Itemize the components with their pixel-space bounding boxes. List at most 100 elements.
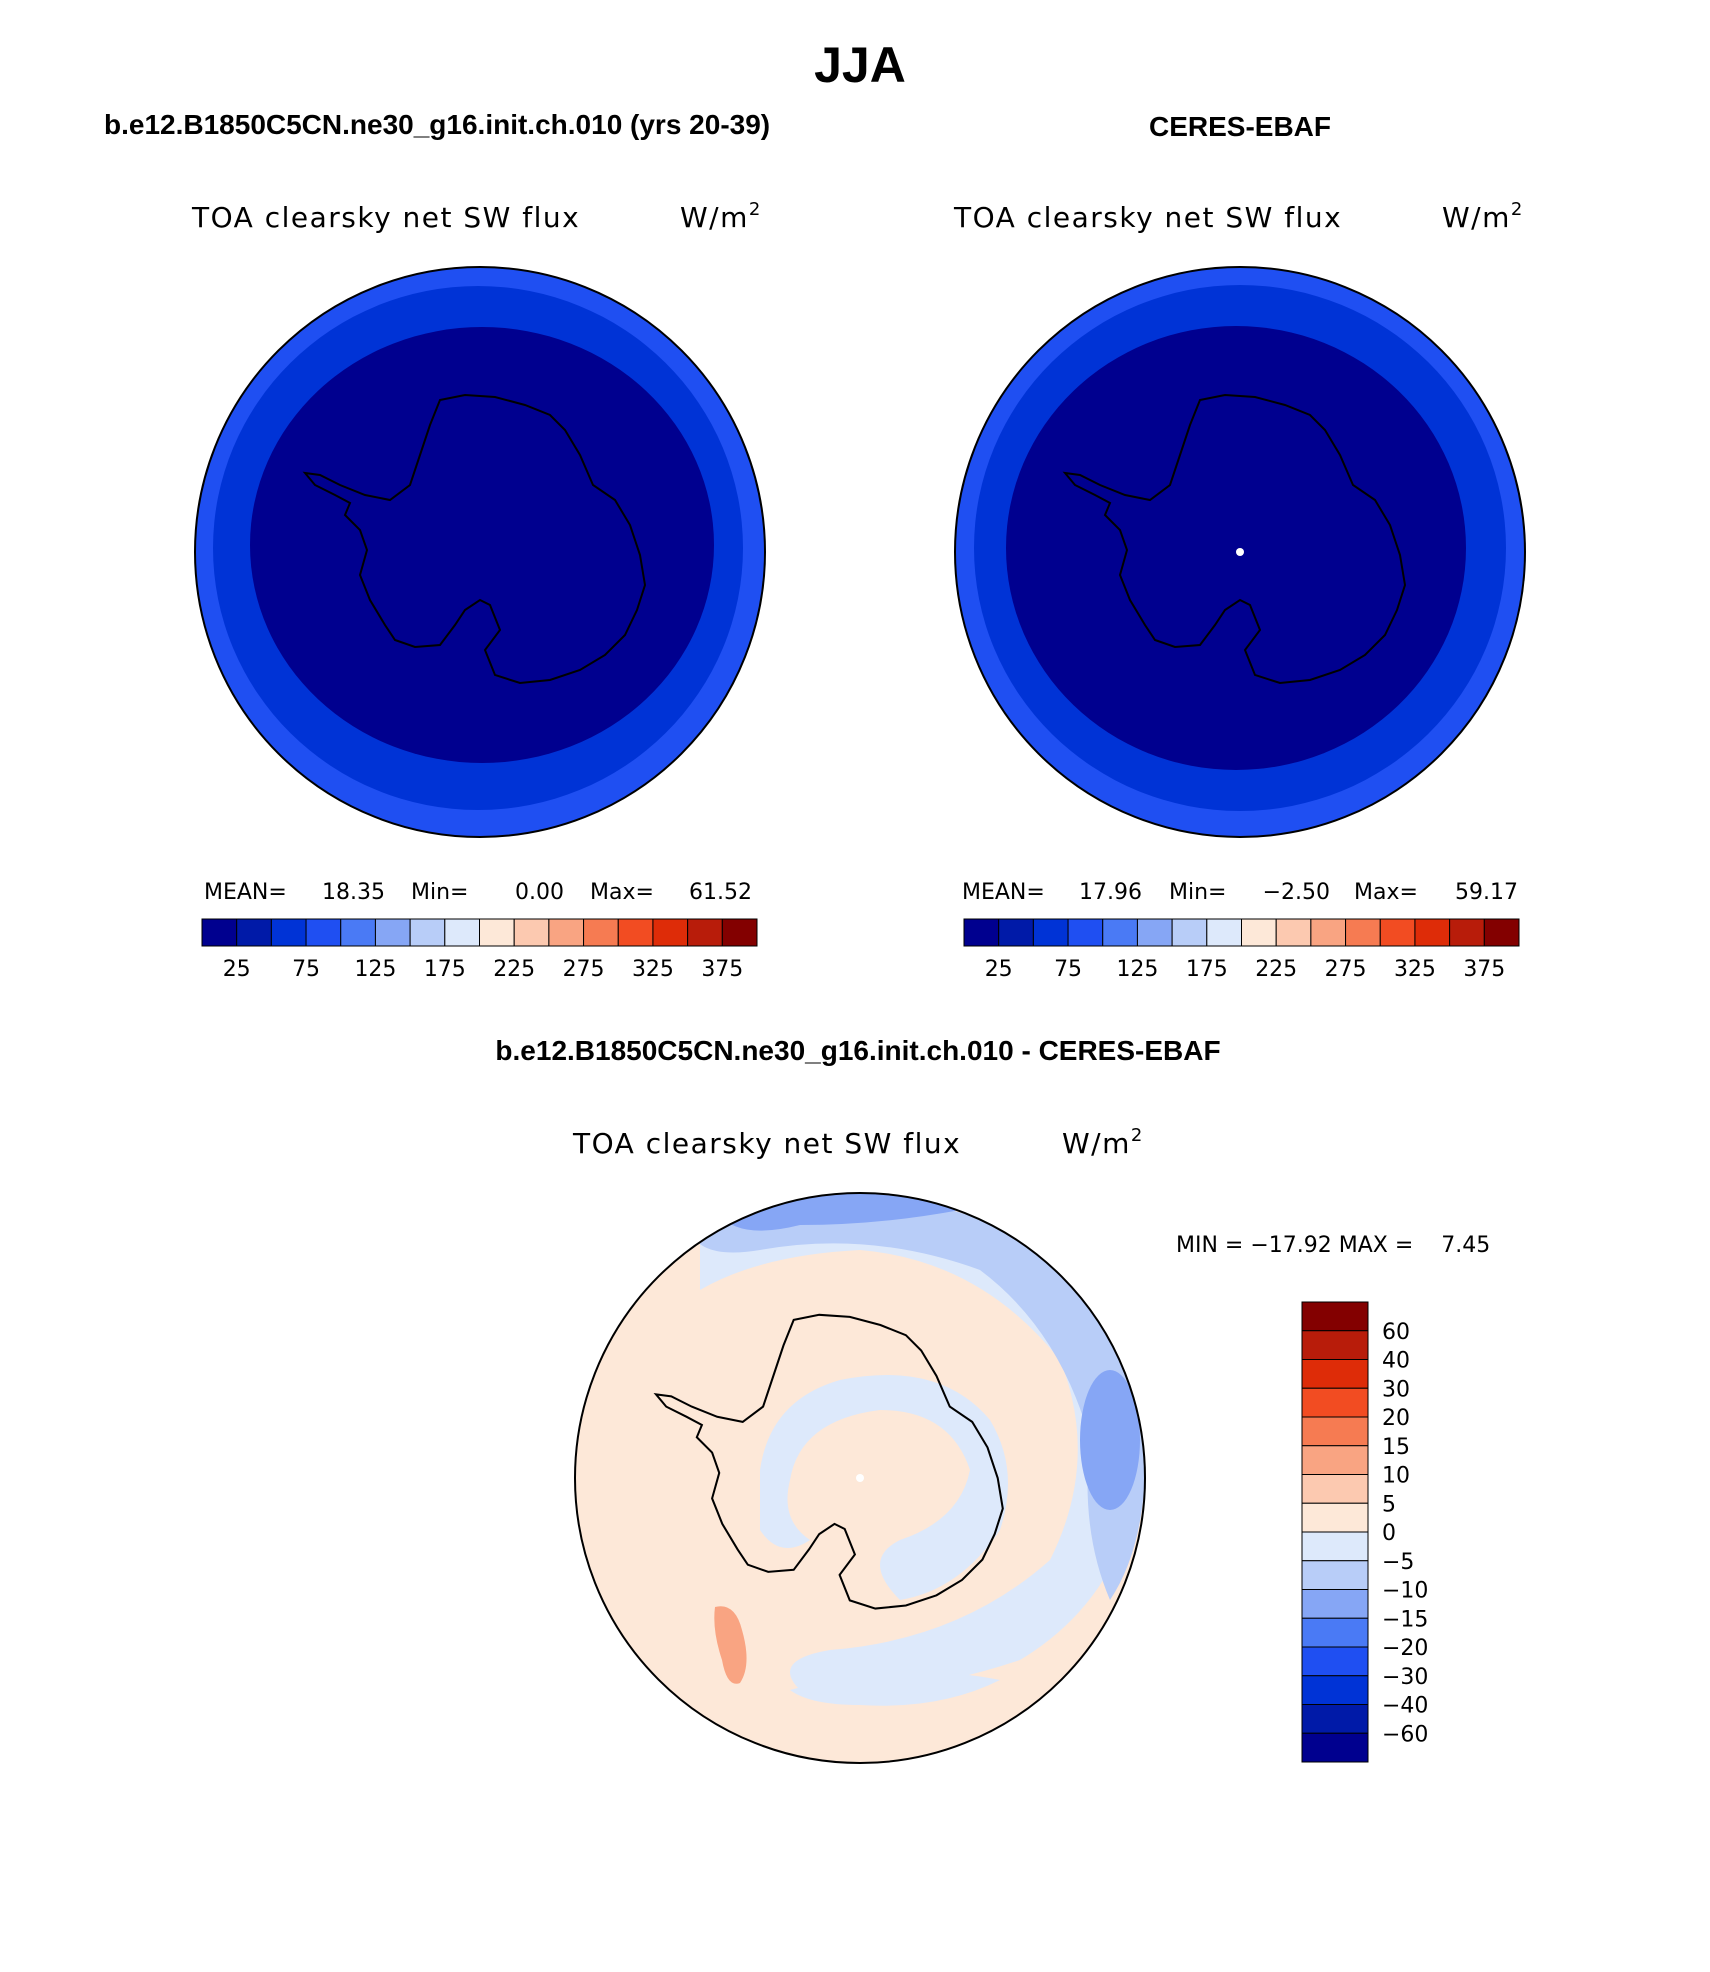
panel3-colorbar-box — [1301, 1301, 1369, 1332]
panel3-colorbar-box — [1301, 1589, 1369, 1619]
panel2-title: CERES-EBAF — [1149, 111, 1331, 142]
panel1-colorbar-tick-label: 325 — [632, 957, 674, 982]
panel2-stats: MEAN= 17.96 Min= −2.50 Max= 59.17 — [962, 880, 1518, 905]
panel1-mean-value: 18.35 — [322, 880, 385, 905]
panel3-colorbar: 60 40 30 20 15 10 5 0 −5 −10 −15 −20 −30 −40 −60 — [1301, 1301, 1428, 1763]
panel2-colorbar-box — [963, 918, 1000, 947]
panel3-colorbar-box — [1301, 1646, 1369, 1677]
panel2-max-value: 59.17 — [1455, 880, 1518, 905]
panel2-mean-value: 17.96 — [1079, 880, 1142, 905]
panel3-colorbar-box — [1301, 1560, 1369, 1590]
panel1-colorbar-box — [201, 918, 238, 947]
panel3-pole-dot — [856, 1474, 864, 1482]
panel3-colorbar-box — [1301, 1732, 1369, 1763]
panel3-colorbar-tick-label: 15 — [1382, 1435, 1410, 1460]
panel2-colorbar-tick-label: 325 — [1394, 957, 1436, 982]
panel2-min-label: Min= — [1169, 880, 1226, 905]
panel1-colorbar-box — [270, 918, 307, 947]
panel1-colorbar-box — [340, 918, 376, 947]
panel1-colorbar-tick-label: 25 — [223, 957, 251, 982]
panel2-variable-label: TOA clearsky net SW flux — [953, 201, 1342, 234]
panel3-pink-patch — [714, 1606, 747, 1684]
panel2-pole-dot — [1236, 548, 1244, 556]
panel1-colorbar-box — [444, 918, 480, 947]
panel3-colorbar-tick-label: 0 — [1382, 1521, 1396, 1546]
panel3-colorbar-tick-label: −5 — [1382, 1550, 1414, 1575]
panel1-variable-label: TOA clearsky net SW flux — [191, 201, 580, 234]
panel2-colorbar-box — [1275, 918, 1312, 947]
panel2-min-value: −2.50 — [1263, 880, 1330, 905]
panel3-colorbar-tick-label: −30 — [1382, 1665, 1428, 1690]
panel2-colorbar-box — [1206, 918, 1242, 947]
panel3-colorbar-tick-label: 10 — [1382, 1464, 1410, 1489]
panel2-colorbar-tick-label: 175 — [1186, 957, 1228, 982]
panel3-min-max-line: MIN = −17.92 MAX = 7.45 — [1176, 1233, 1490, 1258]
panel1-colorbar-tick-label: 75 — [292, 957, 320, 982]
panel1-colorbar-box — [652, 918, 689, 947]
panel3-colorbar-box — [1301, 1617, 1369, 1648]
panel1-colorbar-tick-label: 275 — [563, 957, 605, 982]
panel1-colorbar-box — [236, 918, 272, 947]
panel3-title: b.e12.B1850C5CN.ne30_g16.init.ch.010 - C… — [495, 1035, 1220, 1066]
panel1-colorbar-box — [687, 918, 723, 947]
panel2-colorbar-tick-label: 25 — [985, 957, 1013, 982]
panel3-colorbar-box — [1301, 1531, 1369, 1562]
panel3-colorbar-box — [1301, 1704, 1369, 1734]
panel1-colorbar-tick-label: 375 — [701, 957, 743, 982]
panel1-colorbar-tick-label: 175 — [424, 957, 466, 982]
panel3-colorbar-tick-label: −10 — [1382, 1579, 1428, 1604]
panel1-map-border — [194, 266, 766, 838]
panel2-map-border — [954, 266, 1526, 838]
panel2-colorbar-box — [1483, 918, 1520, 947]
panel2-colorbar-tick-label: 75 — [1054, 957, 1082, 982]
panel3-map-border — [574, 1192, 1146, 1764]
panel3-colorbar-box — [1301, 1675, 1369, 1705]
panel1-colorbar-box — [617, 918, 654, 947]
panel2-max-label: Max= — [1354, 880, 1418, 905]
panel2-colorbar-box — [1379, 918, 1416, 947]
panel1-colorbar-box — [374, 918, 411, 947]
panel3-colorbar-tick-label: 20 — [1382, 1406, 1410, 1431]
panel2-interior — [1006, 326, 1466, 770]
panel2-colorbar-box — [1414, 918, 1451, 947]
panel3-colorbar-tick-label: 40 — [1382, 1349, 1410, 1374]
panel2-colorbar-box — [1136, 918, 1173, 947]
panel1-colorbar-box — [721, 918, 758, 947]
panel1-title: b.e12.B1850C5CN.ne30_g16.init.ch.010 (yr… — [104, 109, 770, 140]
panel2-colorbar-tick-label: 225 — [1255, 957, 1297, 982]
panel1-colorbar-box — [305, 918, 342, 947]
panel1-colorbar-box — [513, 918, 550, 947]
panel3-mid-blue-band — [690, 1193, 1145, 1600]
panel2-mean-label: MEAN= — [962, 880, 1045, 905]
panel2-units-label: W/m2 — [1442, 199, 1524, 234]
panel3-colorbar-box — [1301, 1416, 1369, 1447]
panel2-colorbar: 25 75 125 175 225 275 325 375 — [963, 918, 1520, 982]
panel3-colorbar-box — [1301, 1445, 1369, 1475]
panel2-colorbar-tick-label: 375 — [1463, 957, 1505, 982]
panel2-colorbar-box — [1241, 918, 1277, 947]
panel3-colorbar-box — [1301, 1387, 1369, 1418]
panel2-colorbar-box — [1310, 918, 1347, 947]
panel1-stats: MEAN= 18.35 Min= 0.00 Max= 61.52 — [204, 880, 752, 905]
panel3-blue-patch-right — [1080, 1370, 1140, 1510]
panel3-units-label: W/m2 — [1062, 1125, 1144, 1160]
panel3-colorbar-tick-label: −60 — [1382, 1722, 1428, 1747]
panel2-map — [955, 267, 1525, 837]
panel1-min-label: Min= — [411, 880, 468, 905]
panel3-lower-light-blue-strip — [790, 1672, 1000, 1706]
panel3-inner-light-blue-ring — [760, 1375, 1008, 1600]
panel1-interior — [250, 327, 714, 763]
panel3-colorbar-tick-label: −40 — [1382, 1694, 1428, 1719]
panel3-colorbar-tick-label: 60 — [1382, 1320, 1410, 1345]
panel2-colorbar-tick-label: 125 — [1116, 957, 1158, 982]
panel1-colorbar-box — [548, 918, 585, 947]
panel3-colorbar-box — [1301, 1474, 1369, 1504]
panel2-colorbar-box — [1345, 918, 1381, 947]
panel2-colorbar-box — [1171, 918, 1208, 947]
panel3-colorbar-box — [1301, 1502, 1369, 1533]
panel1-colorbar-box — [479, 918, 515, 947]
panel2-colorbar-box — [1102, 918, 1138, 947]
panel3-colorbar-tick-label: −20 — [1382, 1636, 1428, 1661]
panel2-colorbar-box — [1032, 918, 1069, 947]
panel1-colorbar-tick-label: 125 — [354, 957, 396, 982]
